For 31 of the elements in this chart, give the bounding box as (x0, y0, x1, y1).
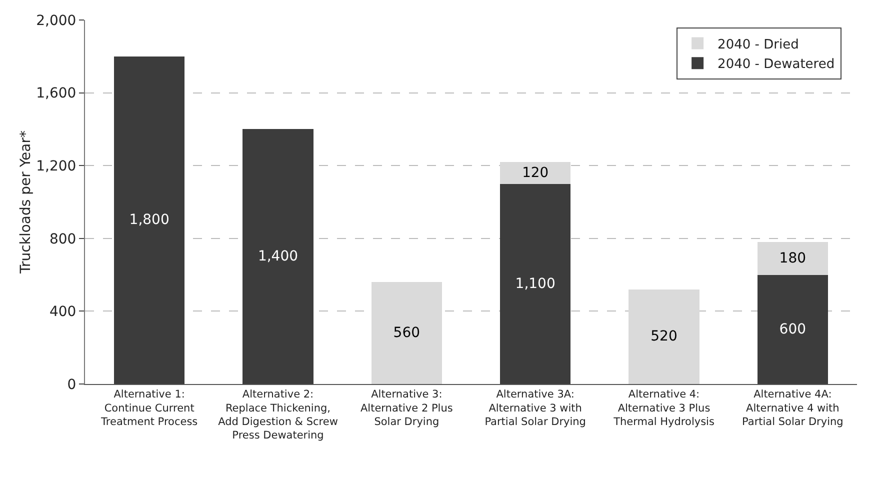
data-label: 520 (650, 328, 678, 345)
data-label: 560 (393, 325, 420, 342)
data-label: 180 (779, 250, 806, 266)
bar (371, 282, 442, 384)
y-tick-label: 800 (49, 231, 76, 248)
x-tick-label: Alternative 4: Alternative 3 Plus Thermal Hydrolysis (612, 388, 714, 428)
y-tick-label: 0 (67, 376, 76, 393)
y-tick-label: 400 (49, 304, 76, 320)
bar (114, 56, 185, 384)
y-tick-label: 1,200 (36, 158, 76, 174)
y-axis-title: Truckloads per Year* (18, 130, 34, 274)
data-label: 1,100 (515, 276, 556, 292)
bar (757, 242, 828, 275)
data-label: 600 (779, 321, 806, 338)
bar (500, 184, 571, 384)
y-tick-label: 1,600 (36, 86, 76, 102)
legend-label: 2040 - Dried (718, 37, 799, 52)
x-tick-label: Alternative 4A: Alternative 4 with Partial Solar Drying (742, 388, 844, 428)
legend-label: 2040 - Dewatered (718, 57, 835, 72)
x-tick-label: Alternative 2: Replace Thickening, Add Digestion & Screw Press Dewatering (218, 388, 338, 442)
x-tick-label: Alternative 3: Alternative 2 Plus Solar Drying (360, 388, 453, 428)
bar (500, 162, 571, 184)
x-tick-label: Alternative 1: Continue Current Treatment Process (100, 388, 198, 428)
y-tick-label: 2,000 (36, 12, 76, 29)
bar (242, 129, 314, 384)
data-label: 120 (522, 164, 549, 181)
bar (757, 274, 828, 384)
x-tick-label: Alternative 3A: Alternative 3 with Partial Solar Drying (484, 388, 586, 428)
data-label: 1,800 (129, 212, 170, 228)
data-label: 1,400 (258, 248, 298, 265)
bar (628, 289, 700, 384)
